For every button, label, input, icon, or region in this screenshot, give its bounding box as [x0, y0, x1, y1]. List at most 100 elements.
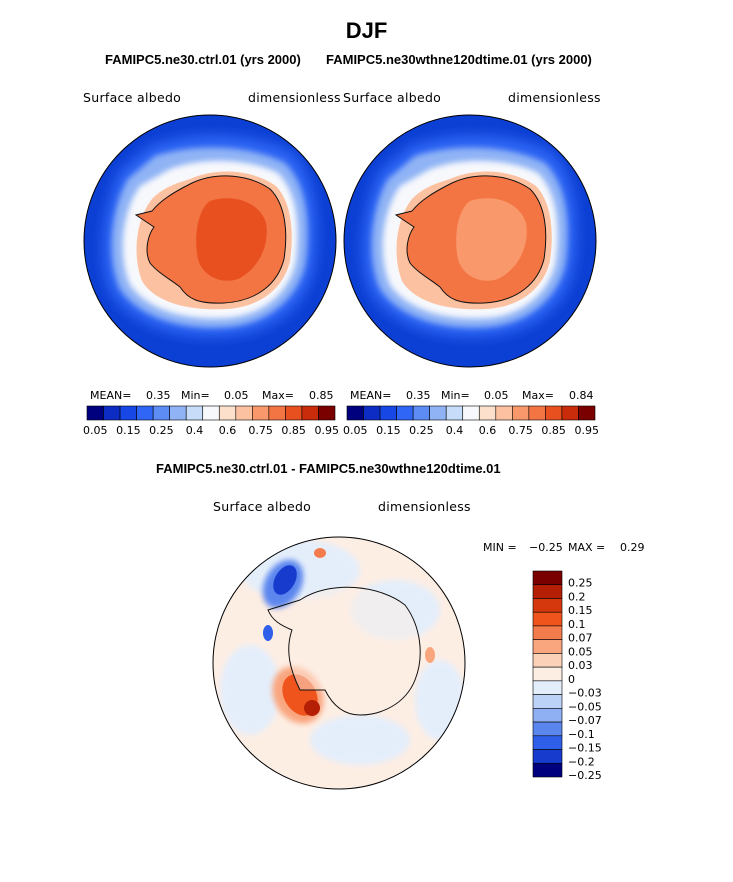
right-min-label: Min=: [441, 389, 470, 402]
diff-colorbar-tick-label: −0.05: [568, 700, 602, 713]
left-coastline: [134, 175, 287, 304]
left-colorbar-box-5: [169, 405, 187, 421]
diff-colorbar-box-5: [532, 639, 563, 654]
right-colorbar-box-4: [412, 405, 430, 421]
right-colorbar-tick-label: 0.25: [409, 424, 434, 437]
diff-colorbar-box-6: [532, 653, 563, 668]
right-colorbar-tick-label: 0.85: [541, 424, 566, 437]
right-colorbar-tick-label: 0.95: [574, 424, 599, 437]
diff-panel-subtitle: FAMIPC5.ne30.ctrl.01 - FAMIPC5.ne30wthne…: [156, 461, 501, 476]
left-colorbar-tick-label: 0.6: [219, 424, 237, 437]
diff-variable-label: Surface albedo: [213, 499, 312, 514]
right-colorbar-box-2: [379, 405, 397, 421]
left-colorbar-box-14: [318, 405, 336, 421]
right-max-label: Max=: [522, 389, 554, 402]
right-albedo-field: [362, 135, 577, 337]
left-colorbar-tick-label: 0.05: [83, 424, 108, 437]
right-colorbar-box-1: [363, 405, 381, 421]
diff-colorbar-box-1: [532, 584, 563, 599]
diff-colorbar-tick-label: 0.1: [568, 618, 586, 631]
diff-colorbar-tick-label: −0.25: [568, 769, 602, 782]
left-min-value: 0.05: [224, 389, 249, 402]
diff-colorbar-box-0: [532, 570, 563, 586]
left-colorbar-box-6: [185, 405, 204, 421]
diff-colorbar-tick-label: −0.07: [568, 714, 602, 727]
left-max-value: 0.85: [309, 389, 334, 402]
diff-colorbar-box-9: [532, 694, 563, 709]
left-colorbar-box-13: [301, 405, 319, 421]
diff-colorbar-tick-label: 0.03: [568, 659, 593, 672]
left-colorbar-tick-label: 0.85: [281, 424, 306, 437]
left-units-label: dimensionless: [248, 90, 341, 105]
diff-polar-map: [212, 536, 466, 790]
left-colorbar-tick-label: 0.15: [116, 424, 141, 437]
diff-colorbar-tick-label: −0.15: [568, 742, 602, 755]
right-colorbar-box-13: [561, 405, 579, 421]
left-colorbar-box-8: [218, 405, 237, 421]
right-colorbar-box-3: [396, 405, 414, 421]
diff-colorbar-tick-label: 0: [568, 673, 575, 686]
right-colorbar-tick-label: 0.6: [479, 424, 497, 437]
left-colorbar-box-4: [152, 405, 170, 421]
right-colorbar-tick-label: 0.4: [446, 424, 464, 437]
diff-units-label: dimensionless: [378, 499, 471, 514]
diff-colorbar-tick-label: 0.05: [568, 645, 593, 658]
diff-map-border: [212, 536, 466, 790]
diff-colorbar-box-13: [532, 749, 563, 764]
left-mean-value: 0.35: [146, 389, 171, 402]
right-panel-subtitle: FAMIPC5.ne30wthne120dtime.01 (yrs 2000): [326, 52, 592, 67]
left-colorbar-tick-label: 0.95: [314, 424, 339, 437]
left-colorbar-tick-label: 0.25: [149, 424, 174, 437]
right-colorbar-tick-label: 0.75: [508, 424, 533, 437]
right-colorbar-box-0: [346, 405, 364, 421]
right-colorbar-box-7: [462, 405, 480, 421]
left-min-label: Min=: [181, 389, 210, 402]
figure-title: DJF: [345, 18, 388, 43]
left-colorbar: 0.05 0.15 0.25 0.4 0.6 0.75 0.85 0.95: [83, 405, 339, 437]
left-colorbar-box-7: [202, 405, 220, 421]
diff-colorbar-tick-label: −0.1: [568, 728, 595, 741]
diff-min-label: MIN =: [483, 541, 517, 554]
right-colorbar-box-10: [512, 405, 530, 421]
diff-colorbar-tick-label: 0.25: [568, 577, 593, 590]
diff-max-value: 0.29: [620, 541, 645, 554]
diff-colorbar-tick-label: −0.2: [568, 755, 595, 768]
diff-colorbar-box-8: [532, 680, 563, 695]
left-colorbar-box-0: [86, 405, 104, 421]
diff-min-value: −0.25: [529, 541, 563, 554]
right-mean-value: 0.35: [406, 389, 431, 402]
diff-colorbar-tick-label: −0.03: [568, 687, 602, 700]
left-max-label: Max=: [262, 389, 294, 402]
diff-max-label: MAX =: [568, 541, 606, 554]
left-colorbar-box-10: [252, 405, 270, 421]
left-colorbar-box-9: [235, 405, 253, 421]
left-colorbar-tick-label: 0.75: [248, 424, 273, 437]
diff-colorbar-box-10: [532, 708, 563, 723]
right-map-border: [343, 114, 597, 368]
right-colorbar-box-8: [478, 405, 497, 421]
diff-coastline: [267, 586, 421, 716]
diff-colorbar-box-7: [532, 666, 563, 682]
left-variable-label: Surface albedo: [83, 90, 182, 105]
right-polar-map: [343, 114, 597, 368]
right-colorbar-box-9: [495, 405, 513, 421]
right-units-label: dimensionless: [508, 90, 601, 105]
left-polar-map: [83, 114, 337, 368]
left-colorbar-box-1: [103, 405, 121, 421]
right-colorbar-tick-label: 0.15: [376, 424, 401, 437]
right-coastline: [394, 175, 547, 304]
diff-colorbar-tick-label: 0.15: [568, 604, 593, 617]
right-colorbar-tick-label: 0.05: [343, 424, 368, 437]
diff-colorbar-box-11: [532, 721, 563, 737]
right-colorbar-box-12: [545, 405, 563, 421]
diff-colorbar: 0.250.20.150.10.070.050.030−0.03−0.05−0.…: [532, 570, 602, 782]
left-colorbar-box-11: [268, 405, 286, 421]
right-colorbar-box-5: [429, 405, 447, 421]
diff-colorbar-tick-label: 0.07: [568, 632, 593, 645]
right-colorbar-box-14: [578, 405, 596, 421]
right-colorbar: 0.05 0.15 0.25 0.4 0.6 0.75 0.85 0.95: [343, 405, 599, 437]
left-panel-subtitle: FAMIPC5.ne30.ctrl.01 (yrs 2000): [105, 52, 301, 67]
left-albedo-field: [102, 135, 317, 337]
diff-colorbar-box-12: [532, 735, 563, 750]
